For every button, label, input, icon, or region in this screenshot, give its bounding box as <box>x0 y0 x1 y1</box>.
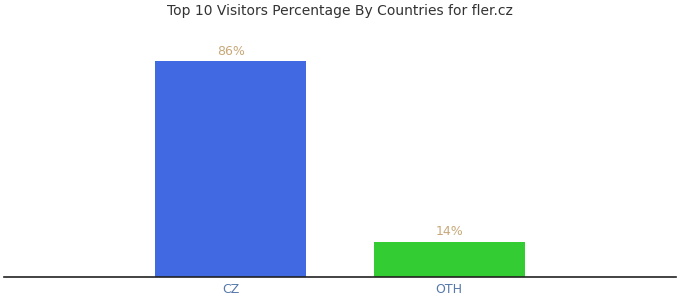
Text: 86%: 86% <box>217 45 245 58</box>
Bar <box>373 242 525 277</box>
Title: Top 10 Visitors Percentage By Countries for fler.cz: Top 10 Visitors Percentage By Countries … <box>167 4 513 18</box>
Bar <box>155 61 307 277</box>
Text: 14%: 14% <box>435 225 463 239</box>
